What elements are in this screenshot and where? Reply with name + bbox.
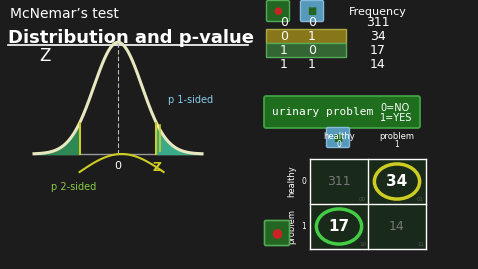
FancyBboxPatch shape xyxy=(301,1,324,22)
Text: 14: 14 xyxy=(389,220,405,233)
Bar xyxy=(310,159,368,204)
Text: ●: ● xyxy=(272,226,282,239)
Text: 0: 0 xyxy=(308,16,316,29)
Text: healthy: healthy xyxy=(287,166,296,197)
FancyBboxPatch shape xyxy=(326,128,349,147)
Text: problem: problem xyxy=(380,132,414,141)
FancyBboxPatch shape xyxy=(264,221,290,246)
Text: 1: 1 xyxy=(308,58,316,70)
Bar xyxy=(368,159,426,204)
Text: 0: 0 xyxy=(308,44,316,56)
FancyBboxPatch shape xyxy=(266,29,346,43)
Text: 1: 1 xyxy=(280,58,288,70)
Text: 311: 311 xyxy=(327,175,351,188)
Text: 311: 311 xyxy=(366,16,390,29)
Text: Z: Z xyxy=(153,161,162,174)
Text: ■: ■ xyxy=(333,133,343,143)
Text: urinary problem: urinary problem xyxy=(272,107,373,117)
Text: 14: 14 xyxy=(370,58,386,70)
Text: Frequency: Frequency xyxy=(349,7,407,17)
Text: 1=YES: 1=YES xyxy=(380,113,413,123)
Text: 0=NO: 0=NO xyxy=(380,103,409,113)
Text: 34: 34 xyxy=(370,30,386,43)
Text: problem: problem xyxy=(287,209,296,244)
Text: 1: 1 xyxy=(395,140,400,149)
Text: 1: 1 xyxy=(302,222,306,231)
Text: 34: 34 xyxy=(386,174,408,189)
Text: healthy: healthy xyxy=(323,132,355,141)
Text: 0: 0 xyxy=(337,140,341,149)
Text: ●: ● xyxy=(274,6,282,16)
Text: 0: 0 xyxy=(115,161,121,171)
Text: 17: 17 xyxy=(328,219,349,234)
Text: Distribution and p-value: Distribution and p-value xyxy=(8,29,254,47)
FancyBboxPatch shape xyxy=(264,96,420,128)
Text: 00: 00 xyxy=(359,197,366,202)
Text: 0: 0 xyxy=(280,30,288,43)
Text: p 2-sided: p 2-sided xyxy=(51,182,96,192)
Text: Z: Z xyxy=(39,47,50,65)
Bar xyxy=(310,204,368,249)
Text: 1: 1 xyxy=(280,44,288,56)
Text: 0: 0 xyxy=(302,177,306,186)
Bar xyxy=(368,204,426,249)
FancyBboxPatch shape xyxy=(267,1,290,22)
Text: 1: 1 xyxy=(308,30,316,43)
Text: 17: 17 xyxy=(370,44,386,56)
Text: 01: 01 xyxy=(417,197,424,202)
Text: ■: ■ xyxy=(307,6,316,16)
Text: p 1-sided: p 1-sided xyxy=(168,95,214,105)
Text: 10: 10 xyxy=(359,242,366,247)
Text: McNemar’s test: McNemar’s test xyxy=(10,7,119,21)
FancyBboxPatch shape xyxy=(266,43,346,57)
Text: 11: 11 xyxy=(417,242,424,247)
Text: 0: 0 xyxy=(280,16,288,29)
